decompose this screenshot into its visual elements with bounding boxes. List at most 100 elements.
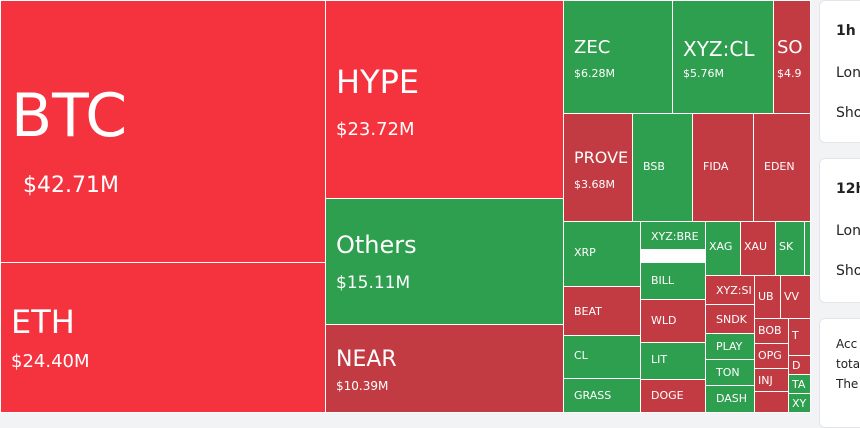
tile-label: BILL — [651, 274, 675, 287]
tile-label: HYPE — [336, 63, 420, 101]
tile-label: SO — [777, 37, 803, 58]
tile: BSB — [632, 113, 693, 222]
tile-label: XAU — [744, 240, 768, 253]
tile: DASH — [705, 385, 755, 413]
tile-label: VV — [784, 290, 800, 303]
tile: PLAY — [705, 333, 755, 360]
tile: XYZ:BRE — [640, 221, 706, 250]
tile-label: ZEC — [574, 37, 611, 58]
tile: OPG — [754, 343, 789, 369]
tile-label: XAG — [709, 240, 733, 253]
card-text: Sho — [836, 105, 860, 121]
tile: TA — [788, 374, 811, 394]
tile-label: XRP — [574, 246, 596, 259]
tile: ETH $24.40M — [0, 262, 326, 413]
tile-label: DOGE — [651, 389, 684, 402]
tile-label: XYZ:SI — [716, 284, 752, 297]
card-title: 12h — [836, 181, 860, 197]
tile: UB — [754, 275, 781, 319]
tile: XYZ:CL $5.76M — [672, 0, 774, 114]
tile-label: Others — [336, 231, 417, 259]
tile-label: BSB — [643, 160, 665, 173]
tile-label: GRASS — [574, 389, 612, 402]
tile-label: CL — [574, 349, 588, 362]
tile: EDEN — [753, 113, 811, 222]
tile-label: XY — [792, 397, 807, 410]
tile-label: DASH — [716, 392, 748, 405]
tile-label: PROVE — [574, 148, 629, 167]
tile: XY — [788, 393, 811, 413]
tile: BEAT — [563, 286, 641, 336]
tile-label: TON — [716, 366, 740, 379]
tile-value: $3.68M — [574, 178, 615, 191]
tile-label: WLD — [651, 314, 677, 327]
tile-value: $6.28M — [574, 67, 615, 80]
tile: FIDA — [692, 113, 754, 222]
tile-value: $23.72M — [336, 119, 415, 140]
tile: SO $4.9 — [773, 0, 811, 114]
tile-label: BTC — [11, 81, 128, 151]
tile-label: XYZ:BRE — [651, 230, 699, 243]
tile: XAG — [705, 221, 741, 276]
card-text: Lon — [836, 65, 860, 81]
tile: CL — [563, 335, 641, 379]
tile: XAU — [740, 221, 776, 276]
card-text: Lon — [836, 223, 860, 239]
tile: T — [788, 318, 811, 356]
treemap: BTC $42.71M ETH $24.40M HYPE $23.72M Others $15… — [0, 0, 811, 413]
card: Acc tota The — [819, 318, 860, 428]
card: 1h Lon Sho — [819, 0, 860, 143]
tile-label: BEAT — [574, 305, 602, 318]
tile-value: $24.40M — [11, 351, 90, 372]
tile: HYPE $23.72M — [325, 0, 564, 199]
tile: Others $15.11M — [325, 198, 564, 325]
tile-label: TA — [792, 378, 806, 391]
tile: SNDK — [705, 304, 755, 334]
tile-label: EDEN — [764, 160, 795, 173]
tile-value: $42.71M — [23, 173, 119, 198]
tile-label: SK — [779, 240, 794, 253]
tile-value: $5.76M — [683, 67, 724, 80]
tile: ZEC $6.28M — [563, 0, 673, 114]
tile: BTC $42.71M — [0, 0, 326, 263]
card-text: Sho — [836, 263, 860, 279]
card-text: Acc — [836, 337, 858, 351]
tile: NEAR $10.39M — [325, 324, 564, 413]
tile — [754, 391, 789, 413]
tile-label: T — [792, 329, 799, 342]
tile — [804, 221, 811, 276]
tile-label: INJ — [758, 374, 773, 387]
tile-label: NEAR — [336, 347, 397, 372]
tile-value: $4.9 — [777, 67, 802, 80]
card-text: The — [836, 377, 859, 391]
tile-label: SNDK — [716, 313, 747, 326]
tile-label: D — [792, 359, 801, 372]
tile: WLD — [640, 299, 706, 343]
tile: XYZ:SI — [705, 275, 755, 305]
tile-label: PLAY — [716, 340, 743, 353]
tile: VV — [780, 275, 811, 319]
tile: INJ — [754, 368, 789, 392]
tile-label: FIDA — [703, 160, 729, 173]
tile-label: OPG — [758, 349, 782, 362]
card-title: 1h — [836, 23, 856, 39]
tile-value: $15.11M — [336, 273, 411, 293]
tile: BILL — [640, 262, 706, 300]
tile: BOB — [754, 318, 789, 344]
tile: D — [788, 355, 811, 375]
tile-label: UB — [758, 290, 774, 303]
card-text: tota — [836, 357, 860, 371]
tile-label: XYZ:CL — [683, 37, 755, 61]
tile-label: BOB — [758, 324, 782, 337]
tile-label: LIT — [651, 353, 668, 366]
tile: SK — [775, 221, 805, 276]
tile-value: $10.39M — [336, 379, 389, 393]
tile-label: ETH — [11, 303, 75, 341]
tile: PROVE $3.68M — [563, 113, 633, 222]
tile: DOGE — [640, 379, 706, 413]
tile: GRASS — [563, 378, 641, 413]
tile: XRP — [563, 221, 641, 287]
tile: TON — [705, 359, 755, 386]
card: 12h Lon Sho — [819, 158, 860, 303]
